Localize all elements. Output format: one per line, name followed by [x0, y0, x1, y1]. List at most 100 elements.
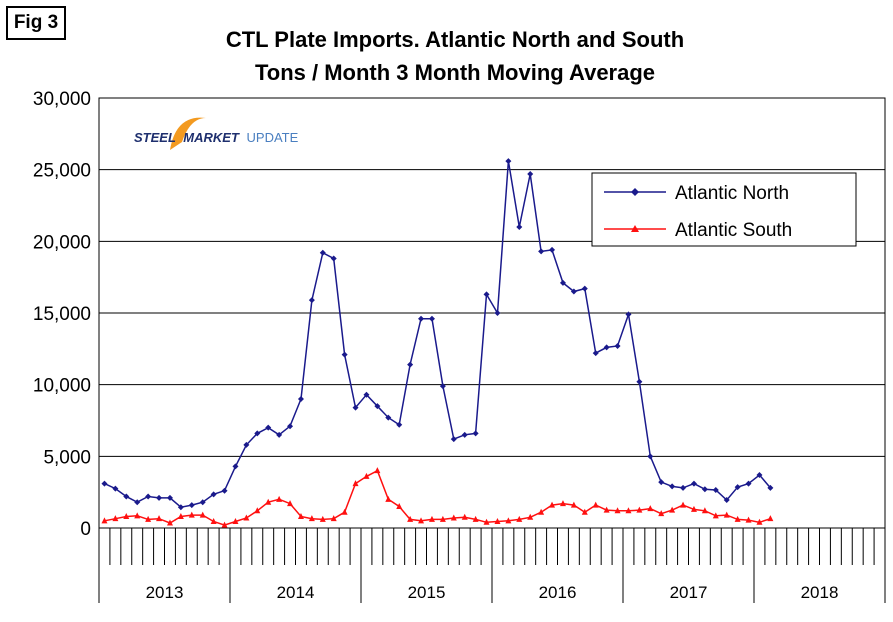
y-tick-label-25000: 25,000: [33, 161, 91, 182]
data-point-atlantic-north: [374, 403, 381, 410]
data-point-atlantic-north: [221, 487, 228, 494]
data-point-atlantic-north: [123, 493, 130, 500]
data-point-atlantic-south: [581, 508, 588, 515]
y-tick-label-0: 0: [80, 519, 91, 540]
data-point-atlantic-south: [396, 503, 403, 509]
data-point-atlantic-north: [472, 430, 479, 437]
data-point-atlantic-north: [112, 485, 119, 492]
data-point-atlantic-north: [603, 344, 610, 351]
data-point-atlantic-north: [680, 484, 687, 491]
data-point-atlantic-south: [439, 515, 446, 522]
data-point-atlantic-north: [134, 499, 141, 506]
data-point-atlantic-south: [450, 514, 457, 521]
data-point-atlantic-south: [156, 515, 163, 522]
data-point-atlantic-south: [723, 511, 730, 518]
data-point-atlantic-north: [690, 480, 697, 487]
data-point-atlantic-north: [570, 288, 577, 295]
data-point-atlantic-south: [570, 501, 577, 508]
data-point-atlantic-north: [592, 350, 599, 357]
data-point-atlantic-north: [385, 414, 392, 421]
data-point-atlantic-south: [592, 501, 599, 508]
chart-title-line-1: CTL Plate Imports. Atlantic North and So…: [226, 27, 684, 52]
data-point-atlantic-south: [254, 507, 261, 514]
data-point-atlantic-south: [516, 515, 523, 522]
data-point-atlantic-south: [625, 507, 632, 514]
data-point-atlantic-south: [461, 513, 468, 520]
logo-swoosh-icon: [170, 117, 206, 150]
data-point-atlantic-south: [112, 515, 119, 522]
data-point-atlantic-north: [319, 249, 326, 256]
data-point-atlantic-north: [745, 480, 752, 487]
data-point-atlantic-north: [549, 246, 556, 253]
data-point-atlantic-south: [734, 515, 741, 522]
data-point-atlantic-north: [188, 502, 195, 509]
data-point-atlantic-north: [177, 504, 184, 511]
chart-title-line-2: Tons / Month 3 Month Moving Average: [255, 60, 655, 85]
x-axis: 2013 2014 2015 2016 2017 2018: [98, 528, 886, 603]
data-point-atlantic-south: [680, 501, 687, 508]
data-point-atlantic-north: [101, 480, 108, 487]
data-point-atlantic-south: [123, 513, 130, 520]
data-point-atlantic-south: [221, 521, 228, 528]
data-point-atlantic-south: [658, 510, 665, 517]
data-point-atlantic-north: [276, 431, 283, 438]
data-point-atlantic-north: [461, 431, 468, 438]
data-point-atlantic-south: [232, 518, 239, 525]
data-point-atlantic-south: [134, 512, 141, 519]
data-point-atlantic-north: [516, 224, 523, 230]
data-point-atlantic-south: [145, 515, 152, 522]
data-point-atlantic-north: [669, 483, 676, 490]
data-point-atlantic-south: [418, 517, 425, 524]
y-tick-label-5000: 5,000: [43, 447, 91, 468]
x-tick-label-2014: 2014: [277, 583, 315, 602]
data-point-atlantic-north: [658, 479, 665, 486]
data-point-atlantic-south: [407, 515, 414, 522]
data-point-atlantic-south: [319, 515, 326, 522]
data-point-atlantic-south: [636, 506, 643, 513]
data-point-atlantic-north: [341, 351, 348, 358]
data-point-atlantic-north: [494, 310, 501, 316]
data-point-atlantic-south: [559, 500, 566, 507]
series-lines: [101, 158, 774, 528]
data-point-atlantic-south: [385, 495, 392, 502]
data-point-atlantic-north: [723, 497, 730, 504]
data-point-atlantic-south: [341, 508, 348, 515]
data-point-atlantic-south: [647, 505, 654, 512]
data-point-atlantic-north: [625, 311, 632, 318]
data-point-atlantic-south: [166, 519, 173, 526]
data-point-atlantic-south: [527, 513, 534, 520]
data-point-atlantic-north: [614, 342, 621, 349]
legend: Atlantic North Atlantic South: [591, 172, 857, 247]
data-point-atlantic-north: [166, 494, 173, 501]
legend-box: [591, 172, 857, 247]
data-point-atlantic-south: [745, 516, 752, 523]
data-point-atlantic-south: [538, 508, 545, 515]
data-point-atlantic-south: [603, 506, 610, 513]
data-point-atlantic-south: [177, 513, 184, 520]
data-point-atlantic-south: [549, 501, 556, 508]
data-point-atlantic-north: [232, 463, 239, 470]
data-point-atlantic-south: [188, 511, 195, 518]
data-point-atlantic-north: [145, 493, 152, 500]
y-tick-label-30000: 30,000: [33, 89, 91, 110]
data-point-atlantic-north: [756, 471, 763, 478]
data-point-atlantic-north: [297, 396, 304, 402]
data-point-atlantic-south: [363, 472, 370, 479]
data-point-atlantic-south: [243, 514, 250, 521]
data-point-atlantic-north: [243, 441, 250, 448]
x-tick-label-2017: 2017: [670, 583, 708, 602]
data-point-atlantic-north: [418, 315, 425, 322]
data-point-atlantic-south: [767, 515, 774, 522]
y-tick-label-15000: 15,000: [33, 304, 91, 325]
legend-north-label: Atlantic North: [675, 183, 789, 204]
logo: STEEL MARKET UPDATE: [134, 117, 299, 150]
data-point-atlantic-south: [690, 505, 697, 512]
data-point-atlantic-south: [199, 511, 206, 518]
data-point-atlantic-south: [352, 480, 359, 487]
data-point-atlantic-south: [472, 515, 479, 522]
data-point-atlantic-north: [156, 494, 163, 501]
y-tick-label-20000: 20,000: [33, 232, 91, 253]
data-point-atlantic-south: [483, 518, 490, 525]
data-point-atlantic-north: [701, 486, 708, 493]
data-point-atlantic-north: [254, 430, 261, 437]
